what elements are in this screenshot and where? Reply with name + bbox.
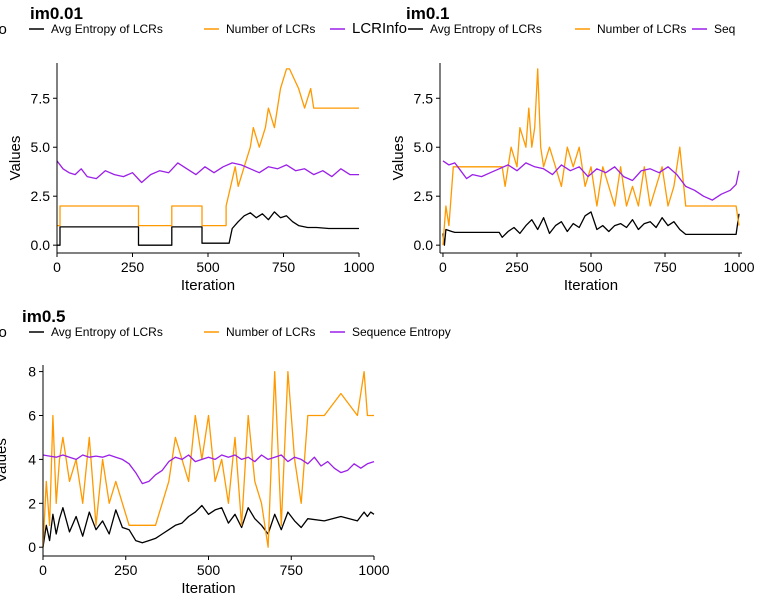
legend-label: Avg Entropy of LCRs xyxy=(51,22,163,36)
x-tick-label: 1000 xyxy=(358,562,389,578)
y-tick-label: 2.5 xyxy=(31,188,51,204)
x-tick-label: 500 xyxy=(196,259,220,275)
series-line-avg-entropy-of-lcrs xyxy=(57,211,359,246)
series-line-sequence-entropy xyxy=(442,160,740,201)
legend-label: Seq xyxy=(714,22,735,36)
y-tick-label: 4 xyxy=(28,451,36,467)
series-line-number-of-lcrs xyxy=(57,68,359,227)
legend-label: Avg Entropy of LCRs xyxy=(51,325,163,339)
y-tick-label: 2 xyxy=(28,495,36,511)
x-tick-label: 750 xyxy=(280,562,304,578)
y-tick-label: 6 xyxy=(28,407,36,423)
x-tick-label: 750 xyxy=(653,259,677,275)
legend-label: LCRInfo xyxy=(352,20,407,37)
series-line-sequence-entropy xyxy=(56,160,359,184)
y-tick-label: 5.0 xyxy=(414,139,434,155)
y-axis-label: Values xyxy=(390,136,407,181)
chart-panel-im0.5: im0.5 nfo Avg Entropy of LCRs Number of LCR… xyxy=(0,307,451,597)
x-tick-label: 250 xyxy=(121,259,145,275)
series-line-avg-entropy-of-lcrs xyxy=(442,211,740,246)
y-tick-label: 0.0 xyxy=(31,237,51,253)
series-line-number-of-lcrs xyxy=(42,370,374,548)
legend-label: Avg Entropy of LCRs xyxy=(430,22,542,36)
y-axis-label: Values xyxy=(7,136,24,181)
x-tick-label: 250 xyxy=(505,259,529,275)
legend: nfo Avg Entropy of LCRs Number of LCRs LCRI… xyxy=(0,20,407,38)
x-axis-label: Iteration xyxy=(181,277,235,294)
legend-title-fragment: nfo xyxy=(0,324,7,341)
x-axis-label: Iteration xyxy=(564,277,618,294)
series-line-number-of-lcrs xyxy=(442,68,740,246)
y-tick-label: 8 xyxy=(28,364,36,380)
legend-title-fragment: nfo xyxy=(0,21,7,38)
y-axis-label: Values xyxy=(0,438,10,483)
x-axis-label: Iteration xyxy=(181,580,235,597)
x-tick-label: 0 xyxy=(53,259,61,275)
panel-title: im0.01 xyxy=(30,4,83,23)
x-tick-label: 750 xyxy=(272,259,296,275)
x-tick-label: 500 xyxy=(579,259,603,275)
x-tick-label: 250 xyxy=(114,562,138,578)
legend-label: Number of LCRs xyxy=(226,325,315,339)
x-tick-label: 0 xyxy=(39,562,47,578)
legend-label: Number of LCRs xyxy=(597,22,686,36)
legend: Avg Entropy of LCRs Number of LCRs Seq xyxy=(408,22,735,36)
x-tick-label: 0 xyxy=(439,259,447,275)
y-tick-label: 7.5 xyxy=(414,90,434,106)
legend-label: Number of LCRs xyxy=(226,22,315,36)
chart-panel-im0.01: im0.01 nfo Avg Entropy of LCRs Number of LC… xyxy=(0,4,407,294)
x-tick-label: 500 xyxy=(197,562,221,578)
panel-title: im0.1 xyxy=(406,4,449,23)
y-tick-label: 5.0 xyxy=(31,139,51,155)
y-tick-label: 7.5 xyxy=(31,90,51,106)
legend-label: Sequence Entropy xyxy=(352,325,451,339)
series-line-avg-entropy-of-lcrs xyxy=(42,504,375,548)
y-tick-label: 0.0 xyxy=(414,237,434,253)
series-line-sequence-entropy xyxy=(42,454,375,485)
x-tick-label: 1000 xyxy=(723,259,754,275)
y-tick-label: 2.5 xyxy=(414,188,434,204)
y-tick-label: 0 xyxy=(28,539,36,555)
panel-title: im0.5 xyxy=(22,307,65,326)
legend: nfo Avg Entropy of LCRs Number of LCRs Sequ… xyxy=(0,324,451,341)
x-tick-label: 1000 xyxy=(343,259,374,275)
